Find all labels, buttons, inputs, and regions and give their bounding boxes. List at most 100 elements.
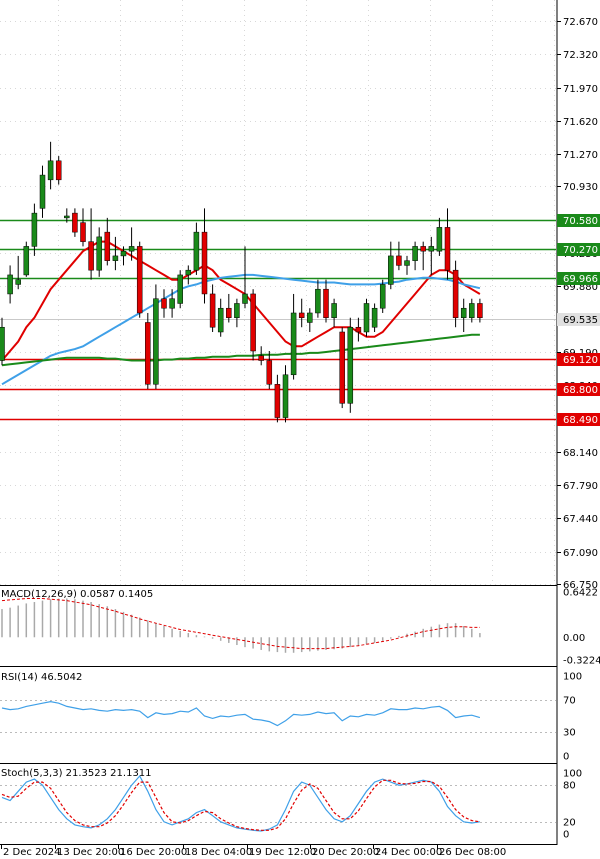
candle <box>177 270 183 309</box>
candle <box>258 346 264 366</box>
rsi-tick-label: 0 <box>563 752 569 763</box>
time-axis-label: 16 Dec 20:00 <box>120 847 187 858</box>
moving-average-lines <box>1 240 481 386</box>
rsi-line <box>1 700 481 727</box>
price-tick-label: 71.270 <box>563 150 598 161</box>
candle-body <box>436 227 443 252</box>
time-axis-label: 26 Dec 08:00 <box>439 847 506 858</box>
candle <box>242 246 248 309</box>
candle-body <box>307 312 313 323</box>
candle-body <box>460 307 467 318</box>
candle <box>39 165 46 218</box>
candle-body <box>88 241 94 271</box>
rsi-tick-label: 70 <box>563 696 576 707</box>
candle-body <box>161 298 167 309</box>
candle <box>234 298 240 328</box>
candle-body <box>379 284 386 309</box>
candle-body <box>64 215 70 219</box>
rsi-panel[interactable]: 100 70 30 0 RSI(14) 46.5042 <box>0 672 582 763</box>
candle-body <box>234 303 240 318</box>
price-tick-label: 67.440 <box>563 514 598 525</box>
candle-body <box>169 298 175 309</box>
candle-body <box>120 250 127 257</box>
level-tag-box <box>557 353 600 366</box>
candle <box>428 236 435 275</box>
candle-body <box>136 246 143 314</box>
candle <box>23 241 30 277</box>
candle <box>15 255 21 290</box>
candle <box>217 298 224 337</box>
candle-body <box>339 331 345 404</box>
candle <box>201 208 208 304</box>
candle <box>96 227 102 277</box>
price-panel[interactable]: 72.670 72.320 71.970 71.620 71.270 70.930 70.5… <box>0 0 600 591</box>
candle-body <box>96 236 102 271</box>
candle-body <box>128 246 135 252</box>
candle-body <box>104 231 111 261</box>
macd-panel[interactable]: 0.6422 0.00 -0.3224 MACD(12,26,9) 0.0587 0… <box>1 588 600 667</box>
candle <box>136 241 143 318</box>
candle-body <box>250 293 256 352</box>
price-tick-label: 72.320 <box>563 50 598 61</box>
candle-body <box>80 222 86 242</box>
level-tag-label: 70.580 <box>563 216 598 227</box>
candle <box>185 265 192 285</box>
rsi-grid <box>0 700 556 733</box>
level-tag-box <box>557 413 600 426</box>
candle <box>371 303 378 332</box>
candle <box>145 312 151 390</box>
candle <box>88 208 94 280</box>
macd-tick-label: 0.6422 <box>563 588 598 599</box>
stochastic-tick-label: 100 <box>563 769 582 780</box>
time-axis-label: 19 Dec 12:00 <box>249 847 316 858</box>
candle <box>347 317 354 413</box>
candle <box>339 327 345 409</box>
rsi-label: RSI(14) 46.5042 <box>1 672 82 683</box>
candle <box>80 208 86 247</box>
candle <box>307 308 313 332</box>
candle-body <box>355 326 362 333</box>
candle-body <box>274 384 281 418</box>
candle-body <box>331 303 337 318</box>
stochastic-polyline <box>1 774 480 832</box>
macd-tick-label: 0.00 <box>563 633 585 644</box>
candle-body <box>242 293 248 304</box>
moving-average-line <box>1 333 480 367</box>
candle <box>72 208 78 237</box>
candle <box>323 279 329 323</box>
stochastic-label: Stoch(5,3,3) 21.3523 21.1311 <box>1 768 152 779</box>
candle <box>31 203 38 256</box>
candle <box>266 351 273 390</box>
macd-label: MACD(12,26,9) 0.0587 0.1405 <box>1 589 153 600</box>
candle <box>104 217 111 266</box>
candle-body <box>388 255 394 285</box>
candle <box>444 208 451 280</box>
level-tag-box <box>557 272 600 285</box>
candle <box>226 293 232 323</box>
candle-body <box>226 307 232 318</box>
price-tick-label: 71.620 <box>563 117 598 128</box>
candle <box>7 265 13 304</box>
candle <box>469 298 475 323</box>
candle <box>47 141 54 190</box>
stochastic-lines <box>1 774 480 832</box>
candle <box>331 298 337 328</box>
candle-body <box>217 307 224 333</box>
candle-body <box>282 374 289 418</box>
time-axis-label: 24 Dec 00:00 <box>375 847 442 858</box>
candle-body <box>31 212 38 247</box>
candle-body <box>290 312 297 376</box>
candle <box>396 241 402 271</box>
candle <box>112 236 119 271</box>
candle-body <box>315 288 321 314</box>
time-axis-label: 20 Dec 20:00 <box>312 847 379 858</box>
candle <box>274 374 281 423</box>
candle-body <box>47 160 54 181</box>
candle <box>153 284 159 390</box>
candle-body <box>209 293 216 328</box>
candle <box>355 317 362 342</box>
candle-body <box>404 260 410 266</box>
moving-average-line <box>1 273 481 386</box>
